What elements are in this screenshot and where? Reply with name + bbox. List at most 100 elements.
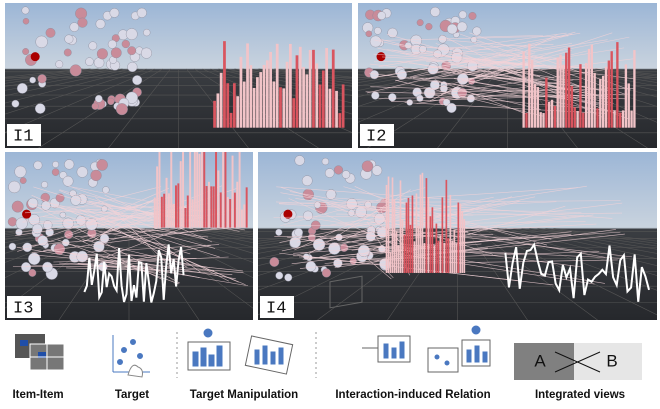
link — [374, 58, 532, 63]
link — [369, 63, 588, 88]
sphere — [446, 23, 458, 35]
sphere — [325, 189, 337, 200]
bar — [163, 193, 166, 228]
bar — [302, 67, 305, 128]
sphere — [456, 21, 468, 32]
link — [34, 206, 191, 255]
link — [33, 186, 160, 226]
screenshot: I2 — [358, 3, 657, 148]
bar — [223, 41, 226, 128]
sphere — [275, 271, 284, 280]
bar — [156, 166, 159, 228]
link — [365, 91, 626, 100]
bar — [403, 234, 406, 273]
bar — [219, 192, 222, 228]
floor-grid — [258, 228, 410, 267]
bar — [405, 202, 408, 273]
sphere — [28, 252, 41, 265]
sphere — [7, 217, 18, 227]
link — [418, 63, 611, 98]
sphere — [22, 48, 30, 55]
bar — [421, 172, 424, 273]
bar — [292, 98, 296, 128]
sphere — [371, 91, 380, 100]
bar — [167, 193, 170, 228]
sphere — [37, 74, 47, 84]
sphere — [63, 48, 72, 57]
bar — [239, 56, 243, 128]
sphere — [341, 170, 351, 179]
sphere — [90, 169, 102, 182]
bar — [222, 152, 225, 228]
sphere — [333, 165, 344, 175]
link — [395, 31, 576, 82]
bar — [621, 110, 625, 128]
sphere — [14, 165, 27, 178]
selected-sphere — [376, 52, 386, 62]
bar — [570, 86, 574, 128]
link — [15, 211, 176, 236]
sphere — [75, 7, 88, 20]
bar — [393, 199, 396, 273]
sphere — [121, 39, 130, 49]
bar — [259, 72, 263, 128]
sphere — [125, 28, 138, 41]
link — [88, 245, 212, 269]
bar — [435, 223, 438, 273]
bar — [331, 49, 335, 128]
sphere — [55, 60, 64, 69]
sphere — [42, 261, 53, 273]
selected-sphere — [283, 209, 293, 219]
bar — [542, 113, 545, 128]
floor-grid — [537, 228, 657, 247]
link — [85, 208, 229, 282]
bar — [459, 203, 462, 273]
sphere — [377, 11, 386, 20]
bar — [200, 152, 203, 228]
bar — [298, 46, 302, 128]
sphere — [77, 17, 88, 28]
bar — [548, 101, 551, 128]
floor-grid — [144, 228, 253, 309]
bar — [229, 112, 233, 128]
floor-grid — [497, 228, 657, 276]
bar — [401, 219, 404, 273]
sphere — [33, 160, 43, 170]
link — [23, 186, 162, 222]
bar — [449, 194, 452, 273]
bar — [321, 70, 325, 128]
sphere — [19, 177, 27, 184]
bar — [633, 50, 636, 128]
line-plot — [83, 244, 185, 303]
sphere — [294, 155, 305, 166]
link — [97, 207, 239, 244]
bar — [536, 87, 540, 128]
floor-grid — [176, 228, 253, 248]
bar — [550, 99, 554, 128]
bar — [433, 246, 436, 273]
floor-grid — [358, 68, 484, 123]
bar — [160, 196, 163, 228]
legend-label: Item-Item — [12, 389, 63, 401]
sphere — [15, 217, 28, 230]
bar — [242, 81, 246, 128]
bar — [289, 43, 292, 128]
floor-grid — [5, 68, 147, 115]
link — [373, 205, 566, 263]
floor-grid — [563, 68, 657, 87]
link — [472, 35, 544, 38]
item-item-icon — [15, 334, 65, 371]
bar — [196, 152, 199, 228]
link — [413, 77, 580, 80]
link — [77, 211, 220, 258]
bar — [562, 64, 565, 128]
sphere — [52, 161, 59, 168]
bar — [184, 207, 187, 228]
sphere — [62, 175, 74, 187]
bar — [232, 83, 236, 128]
link — [391, 43, 565, 61]
bar — [596, 108, 599, 128]
bar — [231, 155, 234, 228]
bar — [210, 186, 213, 228]
sphere — [430, 6, 441, 17]
